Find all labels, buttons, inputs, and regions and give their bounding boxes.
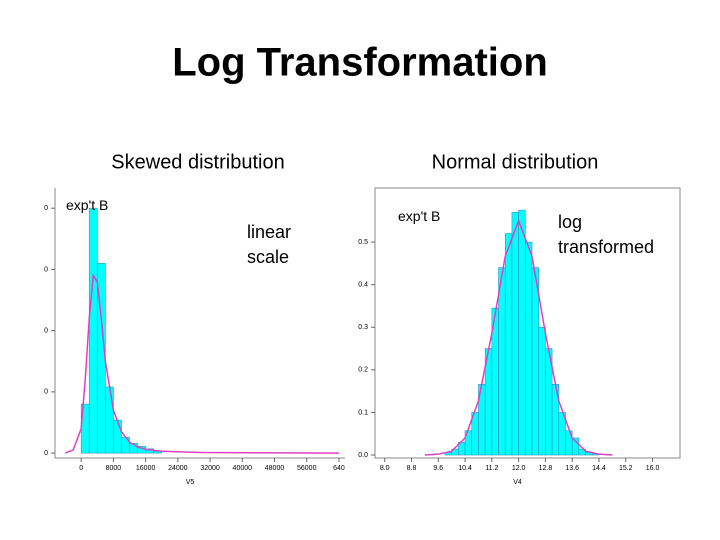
- bar: [578, 448, 586, 456]
- x-tick-label: 0: [79, 465, 83, 472]
- x-tick-label: 14.4: [592, 465, 606, 472]
- x-tick-label: 640: [333, 465, 345, 472]
- x-tick-label: 10.4: [458, 465, 472, 472]
- y-tick-label: 0: [44, 205, 48, 212]
- x-tick-label: 16000: [136, 465, 156, 472]
- x-tick-label: 56000: [297, 465, 317, 472]
- bar: [105, 386, 114, 454]
- bar: [531, 267, 540, 456]
- x-tick-label: 11.2: [485, 465, 498, 472]
- y-tick-label: 0.3: [358, 324, 368, 331]
- x-tick-label: 48000: [265, 465, 285, 472]
- density-curve: [424, 218, 613, 456]
- annotation: linear scale: [247, 222, 292, 267]
- y-tick-label: 0: [44, 266, 48, 273]
- chart-subtitle: Skewed distribution: [111, 151, 284, 173]
- bar: [525, 241, 533, 456]
- x-tick-label: 16.0: [646, 465, 660, 472]
- x-tick-label: 8.0: [380, 465, 390, 472]
- x-tick-label: 15.2: [619, 465, 633, 472]
- annotation: log transformed: [558, 212, 655, 257]
- density-curve: [64, 273, 339, 454]
- x-tick-label: 9.6: [433, 465, 443, 472]
- x-tick-label: 12.8: [539, 465, 553, 472]
- y-tick-label: 0: [44, 327, 48, 334]
- x-axis-label: V4: [513, 479, 522, 486]
- x-tick-label: 8.8: [407, 465, 417, 472]
- bar: [571, 437, 580, 456]
- plot-frame: [374, 187, 681, 459]
- x-tick-label: 8000: [106, 465, 122, 472]
- annotation: exp't B: [398, 208, 441, 224]
- bar: [113, 419, 122, 454]
- y-tick-label: 0.4: [358, 282, 368, 289]
- x-tick-label: 24000: [168, 465, 188, 472]
- x-axis-label: V5: [186, 479, 195, 486]
- y-tick-label: 0.5: [358, 239, 368, 246]
- slide-title: Log Transformation: [172, 41, 548, 85]
- annotation: exp't B: [66, 197, 109, 213]
- y-tick-label: 0: [44, 450, 48, 457]
- bar: [88, 207, 98, 454]
- bar: [538, 326, 546, 456]
- bar: [504, 233, 513, 456]
- x-tick-label: 32000: [200, 465, 220, 472]
- bar: [498, 267, 506, 456]
- x-tick-label: 12.0: [512, 465, 526, 472]
- x-tick-label: 40000: [233, 465, 253, 472]
- y-tick-label: 0.1: [358, 409, 368, 416]
- chart-subtitle: Normal distribution: [432, 151, 599, 173]
- x-tick-label: 13.6: [565, 465, 579, 472]
- y-tick-label: 0: [44, 389, 48, 396]
- y-tick-label: 0.2: [358, 367, 368, 374]
- bar: [511, 211, 519, 456]
- y-tick-label: 0.0: [358, 452, 368, 459]
- bar: [518, 209, 526, 456]
